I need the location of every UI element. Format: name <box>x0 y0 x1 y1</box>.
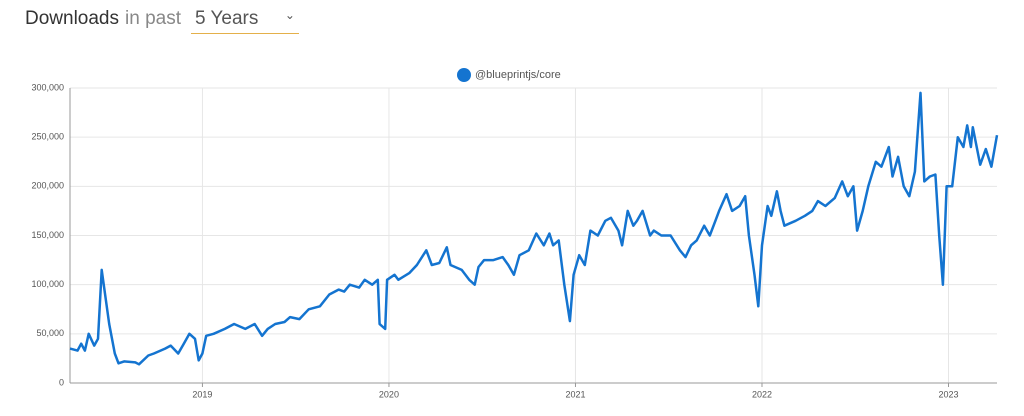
chevron: ⌄ <box>284 8 295 22</box>
legend-label: @blueprintjs/core <box>475 69 561 81</box>
header: Downloads in past 5 Years ⌄ <box>25 8 299 34</box>
y-tick-label: 150,000 <box>31 230 64 240</box>
x-tick-label: 2020 <box>379 389 399 399</box>
y-tick-label: 100,000 <box>31 279 64 289</box>
x-tick-label: 2022 <box>752 389 772 399</box>
y-tick-label: 0 <box>59 377 64 387</box>
legend-marker <box>457 68 471 82</box>
period-value: 5 Years <box>194 8 259 29</box>
x-tick-label: 2019 <box>192 389 212 399</box>
y-tick-label: 250,000 <box>31 132 64 142</box>
y-tick-label: 50,000 <box>36 328 64 338</box>
y-tick-label: 200,000 <box>31 181 64 191</box>
period-select[interactable]: 5 Years ⌄ <box>190 8 299 34</box>
series-line <box>69 91 999 366</box>
x-tick-label: 2021 <box>565 389 585 399</box>
y-tick-label: 300,000 <box>31 82 64 92</box>
header-title: Downloads <box>25 8 119 29</box>
header-subtitle: in past <box>125 8 181 29</box>
x-tick-label: 2023 <box>938 389 958 399</box>
